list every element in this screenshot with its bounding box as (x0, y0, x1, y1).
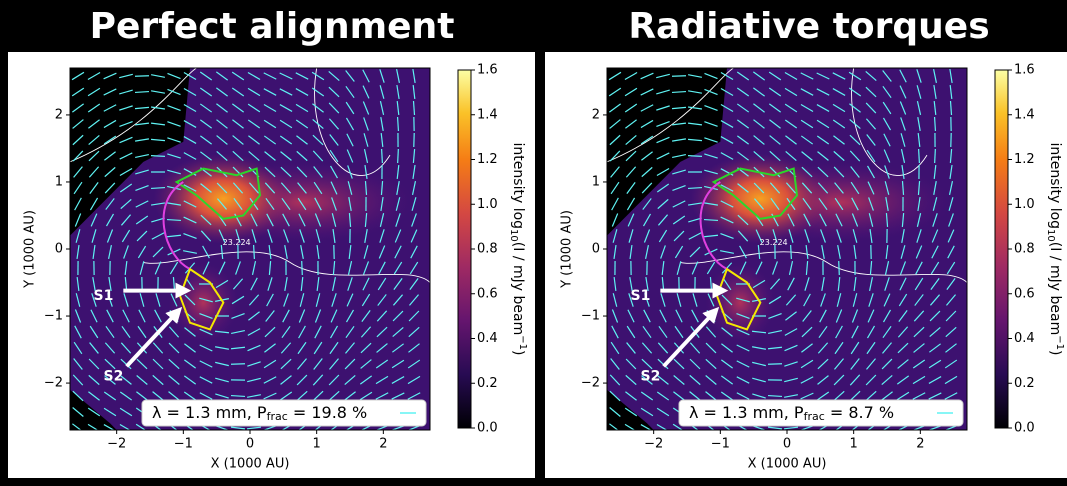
colorbar-tick-label: 0.4 (477, 331, 498, 346)
polarization-vector (839, 261, 840, 275)
label-sub: 10 (508, 229, 519, 242)
annotation: S1 (631, 288, 651, 304)
colorbar-tick-label: 1.0 (1014, 197, 1035, 212)
y-axis-label: Y (1000 AU) (560, 210, 575, 289)
colorbar-tick-label: 0.8 (1014, 242, 1035, 257)
figure: Perfect alignment 23.224 −2 −1 0 1 2 −2 −1 0 1 2 X (… (0, 0, 1067, 482)
legend-sub: frac (804, 410, 825, 423)
legend-text: λ = 1.3 mm, Pfrac = 19.8 % (152, 403, 367, 424)
x-axis-label: X (1000 AU) (211, 457, 290, 472)
colorbar-tick-label: 0.6 (477, 286, 498, 301)
colorbar-tick-label: 1.4 (477, 107, 498, 122)
colorbar-tick-label: 0.0 (477, 421, 498, 436)
colorbar-tick-label: 1.6 (477, 63, 498, 78)
y-tick-label: −2 (581, 376, 600, 391)
colorbar-tick-label: 1.6 (1014, 63, 1035, 78)
map (70, 68, 430, 432)
polarization-vector (398, 149, 399, 163)
polarization-vector (791, 245, 792, 259)
colorbar-tick-label: 0.2 (1014, 376, 1035, 391)
map (607, 68, 967, 432)
annotation: S2 (641, 368, 661, 384)
polarization-vector (151, 156, 165, 157)
y-axis-label: Y (1000 AU) (23, 210, 38, 289)
panel-title: Radiative torques (628, 6, 989, 47)
label-sup: −1 (1054, 335, 1065, 350)
legend-part: = 8.7 % (825, 403, 894, 422)
y-tick-label: 2 (55, 107, 63, 122)
x-axis-label: X (1000 AU) (748, 457, 827, 472)
label-part: ) (1047, 350, 1063, 355)
y-tick-label: 0 (592, 242, 600, 257)
y-tick-label: −1 (44, 309, 63, 324)
x-tick-label: 0 (783, 437, 791, 452)
polarization-vector (919, 149, 920, 163)
x-tick-label: 2 (379, 437, 387, 452)
colorbar-tick-label: 1.2 (477, 152, 498, 167)
polarization-vector (688, 156, 702, 157)
colorbar-label: intensity log10(I / mJy beam−1) (508, 143, 528, 356)
legend-text: λ = 1.3 mm, Pfrac = 8.7 % (689, 403, 894, 424)
legend-part: λ = 1.3 mm, P (152, 403, 267, 422)
x-tick-label: 1 (850, 437, 858, 452)
legend-part: λ = 1.3 mm, P (689, 403, 804, 422)
x-tick-label: −2 (644, 437, 663, 452)
annotation: S2 (104, 368, 124, 384)
polarization-vector (768, 364, 782, 365)
polarization-vector (135, 92, 149, 93)
colorbar-tick-label: 0.4 (1014, 331, 1035, 346)
colorbar (458, 70, 471, 428)
polarization-vector (382, 149, 383, 163)
y-tick-label: −2 (44, 376, 63, 391)
colorbar-tick-label: 0.2 (477, 376, 498, 391)
x-tick-label: 0 (246, 437, 254, 452)
x-tick-label: −1 (174, 437, 193, 452)
emission-core (690, 154, 830, 244)
polarization-vector (254, 245, 255, 259)
label-part: ) (510, 350, 526, 355)
y-tick-label: 1 (592, 174, 600, 189)
label-part: intensity log (1047, 143, 1063, 230)
x-tick-label: −1 (711, 437, 730, 452)
colorbar-label: intensity log10(I / mJy beam−1) (1045, 143, 1065, 356)
label-part: intensity log (510, 143, 526, 230)
label-sub: 10 (1045, 229, 1056, 242)
label-part: (I / mJy beam (510, 242, 526, 335)
polarization-vector (672, 76, 686, 77)
panel-title: Perfect alignment (90, 6, 455, 47)
polarization-vector (302, 261, 303, 275)
x-tick-label: 2 (916, 437, 924, 452)
polarization-vector (135, 76, 149, 77)
contour-label: 23.224 (760, 238, 788, 247)
legend-part: = 19.8 % (288, 403, 368, 422)
y-tick-label: 2 (592, 107, 600, 122)
y-tick-label: 1 (55, 174, 63, 189)
colorbar-tick-label: 0.8 (477, 242, 498, 257)
colorbar-tick-label: 1.2 (1014, 152, 1035, 167)
polarization-vector (935, 149, 936, 163)
annotation: S1 (94, 288, 114, 304)
colorbar-tick-label: 1.0 (477, 197, 498, 212)
colorbar-tick-label: 1.4 (1014, 107, 1035, 122)
colorbar-tick-label: 0.6 (1014, 286, 1035, 301)
polarization-vector (231, 364, 245, 365)
x-tick-label: −2 (107, 437, 126, 452)
legend-sub: frac (267, 410, 288, 423)
label-part: (I / mJy beam (1047, 242, 1063, 335)
colorbar (995, 70, 1008, 428)
colorbar-tick-label: 0.0 (1014, 421, 1035, 436)
polarization-vector (672, 92, 686, 93)
emission-core (153, 154, 293, 244)
y-tick-label: 0 (55, 242, 63, 257)
x-tick-label: 1 (313, 437, 321, 452)
polarization-vector (231, 396, 245, 397)
label-sup: −1 (517, 335, 528, 350)
y-tick-label: −1 (581, 309, 600, 324)
contour-label: 23.224 (223, 238, 251, 247)
polarization-vector (768, 396, 782, 397)
